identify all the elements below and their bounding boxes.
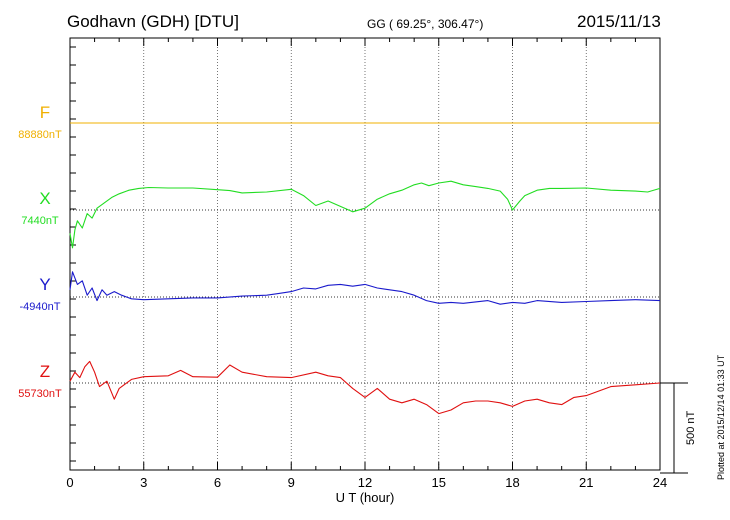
station-title: Godhavn (GDH) [DTU] (67, 12, 239, 31)
x-axis-label: U T (hour) (336, 490, 395, 505)
x-tick-label: 15 (432, 475, 446, 490)
x-tick-label: 24 (653, 475, 667, 490)
x-tick-label: 21 (579, 475, 593, 490)
series-name-x: X (39, 189, 50, 208)
series-line-z (69, 360, 661, 415)
scale-bar-label: 500 nT (685, 410, 697, 445)
x-tick-label: 6 (214, 475, 221, 490)
series-line-y (69, 271, 661, 305)
x-tick-label: 18 (505, 475, 519, 490)
station-coordinates: GG ( 69.25°, 306.47°) (367, 17, 484, 31)
x-tick-label: 9 (288, 475, 295, 490)
x-tick-label: 0 (66, 475, 73, 490)
plotted-timestamp: Plotted at 2015/12/14 01:33 UT (716, 354, 726, 480)
series-baseline-z: 55730nT (18, 388, 62, 400)
series-baseline-x: 7440nT (21, 215, 59, 227)
series-baseline-f: 88880nT (18, 129, 62, 141)
x-tick-label: 12 (358, 475, 372, 490)
series-name-f: F (40, 103, 50, 122)
plot-date: 2015/11/13 (577, 12, 661, 31)
series-name-z: Z (40, 362, 50, 381)
x-tick-label: 3 (140, 475, 147, 490)
series-line-x (69, 180, 661, 249)
series-name-y: Y (39, 275, 50, 294)
series-baseline-y: -4940nT (20, 301, 61, 313)
